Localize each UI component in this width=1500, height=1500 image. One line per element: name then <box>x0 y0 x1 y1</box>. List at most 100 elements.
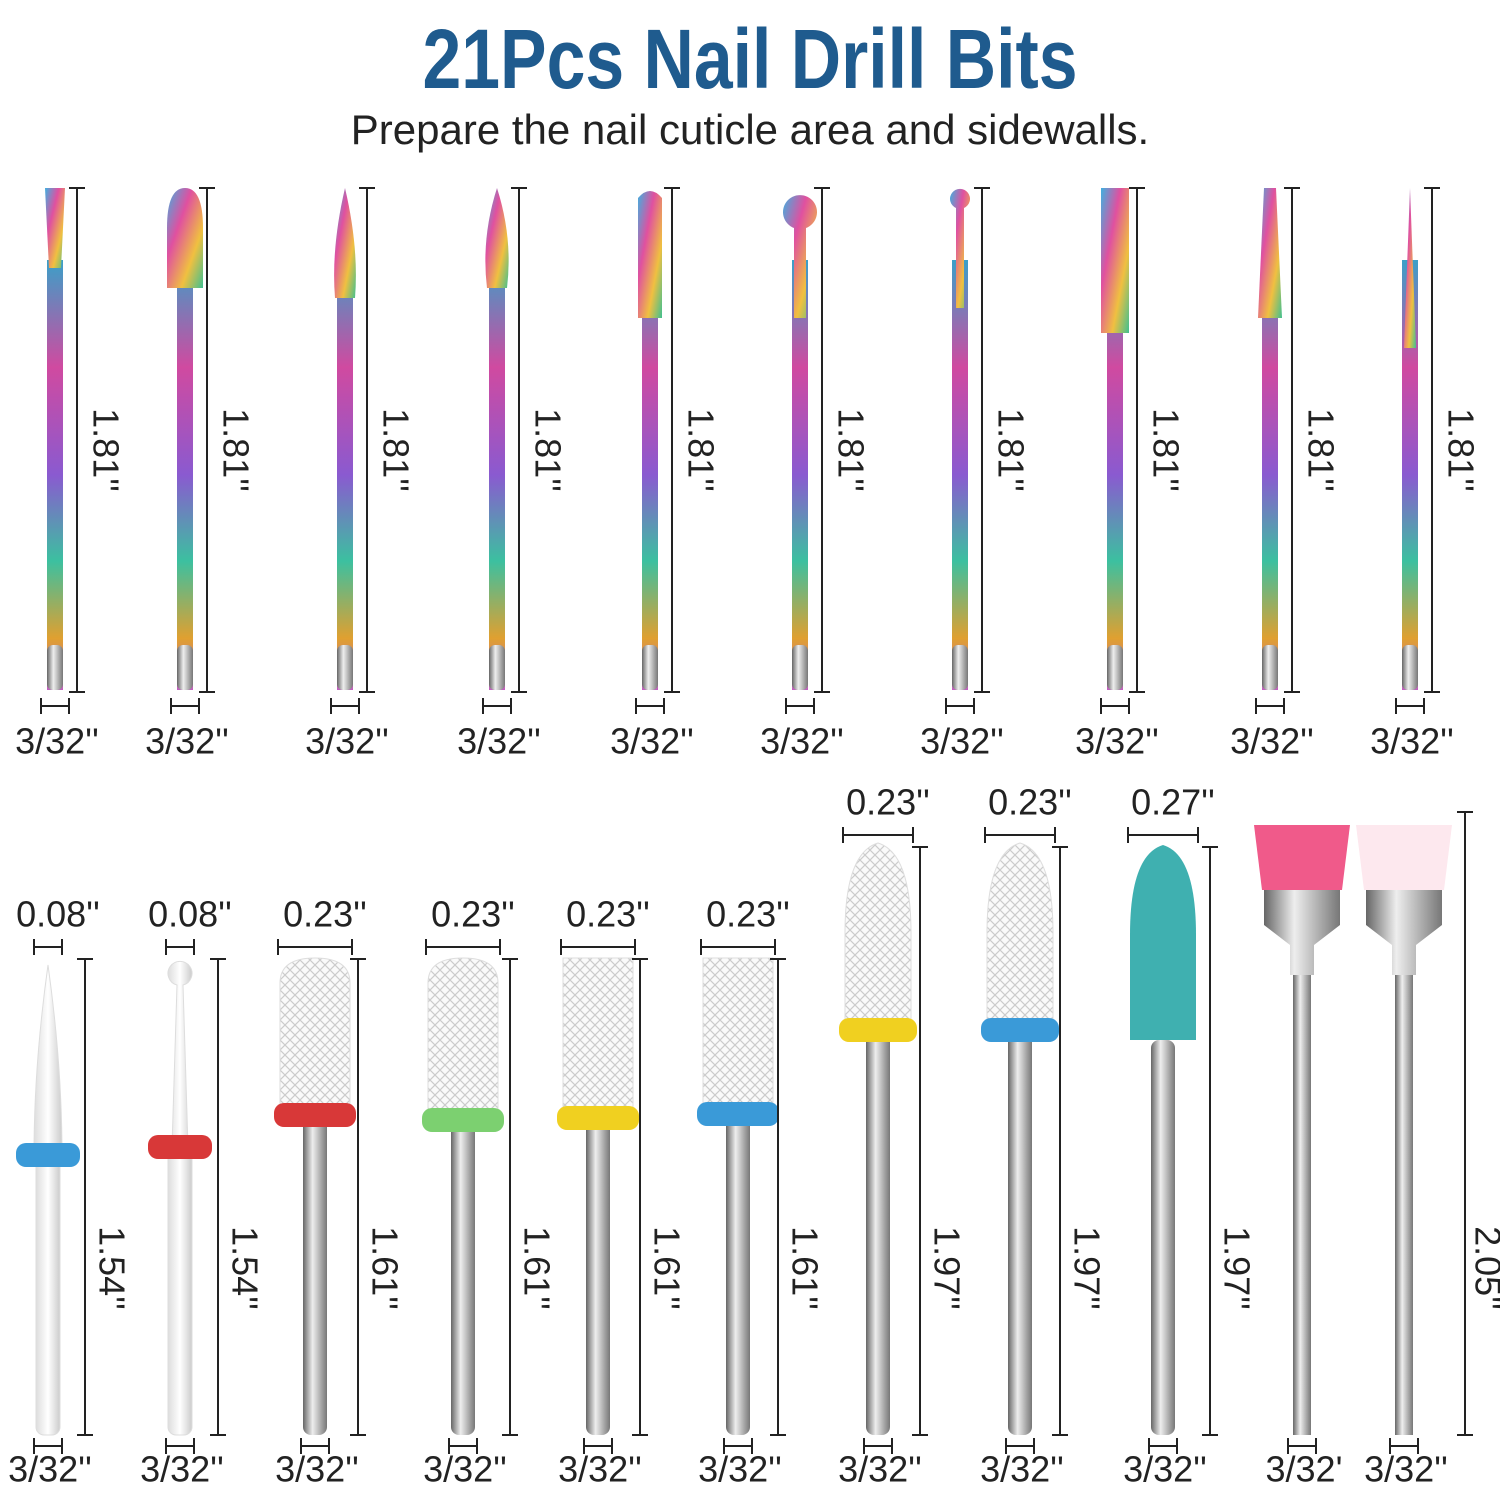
bit-ring <box>839 1018 917 1042</box>
head-label: 0.23'' <box>988 782 1072 823</box>
bit-head <box>167 960 193 1148</box>
length-label: 1.61'' <box>646 1226 687 1310</box>
head-label: 0.23'' <box>846 782 930 823</box>
bit-head <box>844 842 912 1031</box>
bit-head <box>167 188 203 288</box>
bit-shank <box>47 260 63 690</box>
length-label: 1.81'' <box>527 408 568 492</box>
bit-shank <box>1107 260 1123 690</box>
bit-ring <box>981 1018 1059 1042</box>
bit-shank <box>167 1146 193 1436</box>
bit-ring <box>697 1102 779 1126</box>
length-label: 1.97'' <box>1216 1226 1257 1310</box>
length-label: 1.61'' <box>784 1226 825 1310</box>
shank-label: 3/32'' <box>457 721 541 762</box>
shank-label: 3/32'' <box>305 721 389 762</box>
bit-head <box>427 957 499 1121</box>
bit-head <box>783 195 817 318</box>
length-label: 1.81'' <box>990 408 1031 492</box>
head-label: 0.23'' <box>706 894 790 935</box>
shank-label: 3/32'' <box>610 721 694 762</box>
bit-head <box>1130 845 1196 1040</box>
bit-tip <box>177 645 193 690</box>
shank-label: 3/32'' <box>760 721 844 762</box>
length-label: 1.81'' <box>85 408 126 492</box>
bit-tip <box>1107 645 1123 690</box>
length-label: 1.61'' <box>364 1226 405 1310</box>
bit-shank <box>792 260 808 690</box>
subtitle: Prepare the nail cuticle area and sidewa… <box>351 106 1149 153</box>
bit-shank <box>586 1118 610 1435</box>
bit-head <box>334 188 356 298</box>
length-label: 1.61'' <box>516 1226 557 1310</box>
brush-shank <box>1395 965 1413 1435</box>
length-label: 1.81'' <box>1300 408 1341 492</box>
bit-tip <box>47 645 63 690</box>
length-label: 2.05'' <box>1467 1226 1500 1310</box>
bit-ring <box>422 1108 504 1132</box>
bit-head <box>45 188 65 268</box>
head-label: 0.08'' <box>16 894 100 935</box>
bit-head <box>1258 188 1282 318</box>
bit-head <box>1404 188 1416 348</box>
bit-ring <box>148 1135 212 1159</box>
bit-head <box>279 957 351 1116</box>
length-label: 1.54'' <box>224 1226 265 1310</box>
shank-label: 3/32'' <box>275 1449 359 1490</box>
length-label: 1.81'' <box>1440 408 1481 492</box>
brush-bristles <box>1254 825 1350 890</box>
brush-bristles <box>1356 825 1452 890</box>
bit-shank <box>866 1030 890 1435</box>
length-label: 1.81'' <box>680 408 721 492</box>
bit-head <box>33 964 63 1156</box>
head-label: 0.23'' <box>566 894 650 935</box>
shank-label: 3/32' <box>1266 1449 1343 1490</box>
bit-shank <box>726 1114 750 1435</box>
bit-tip <box>792 645 808 690</box>
bit-head <box>702 957 774 1115</box>
bit-shank <box>642 260 658 690</box>
length-label: 1.81'' <box>1145 408 1186 492</box>
head-label: 0.27'' <box>1131 782 1215 823</box>
bit-tip <box>1402 645 1418 690</box>
shank-label: 3/32'' <box>558 1449 642 1490</box>
length-label: 1.97'' <box>926 1226 967 1310</box>
bit-shank <box>177 260 193 690</box>
length-label: 1.81'' <box>375 408 416 492</box>
shank-label: 3/32'' <box>980 1449 1064 1490</box>
bit-shank <box>952 260 968 690</box>
bit-ring <box>557 1106 639 1130</box>
bit-shank <box>1008 1030 1032 1435</box>
bit-head <box>485 188 509 288</box>
shank-label: 3/32'' <box>15 721 99 762</box>
shank-label: 3/32'' <box>423 1449 507 1490</box>
shank-label: 3/32'' <box>145 721 229 762</box>
bit-head <box>562 957 634 1119</box>
bit-shank <box>35 1154 61 1436</box>
shank-label: 3/32'' <box>1075 721 1159 762</box>
brush-cup <box>1264 890 1340 975</box>
bit-tip <box>337 645 353 690</box>
length-label: 1.54'' <box>91 1226 132 1310</box>
shank-label: 3/32'' <box>140 1449 224 1490</box>
length-label: 1.97'' <box>1066 1226 1107 1310</box>
bit-head <box>638 191 662 318</box>
shank-label: 3/32'' <box>698 1449 782 1490</box>
shank-label: 3/32'' <box>1364 1449 1448 1490</box>
shank-label: 3/32'' <box>838 1449 922 1490</box>
length-label: 1.81'' <box>215 408 256 492</box>
bit-shank <box>1262 260 1278 690</box>
bit-head <box>986 842 1054 1031</box>
head-label: 0.23'' <box>431 894 515 935</box>
bit-shank <box>337 260 353 690</box>
length-label: 1.81'' <box>830 408 871 492</box>
bit-shank <box>1151 1040 1175 1435</box>
bit-head <box>1101 188 1129 333</box>
bit-shank <box>451 1120 475 1435</box>
bit-tip <box>489 645 505 690</box>
brush-cup <box>1366 890 1442 975</box>
shank-label: 3/32'' <box>1123 1449 1207 1490</box>
bit-shank <box>489 260 505 690</box>
brush-shank <box>1293 965 1311 1435</box>
